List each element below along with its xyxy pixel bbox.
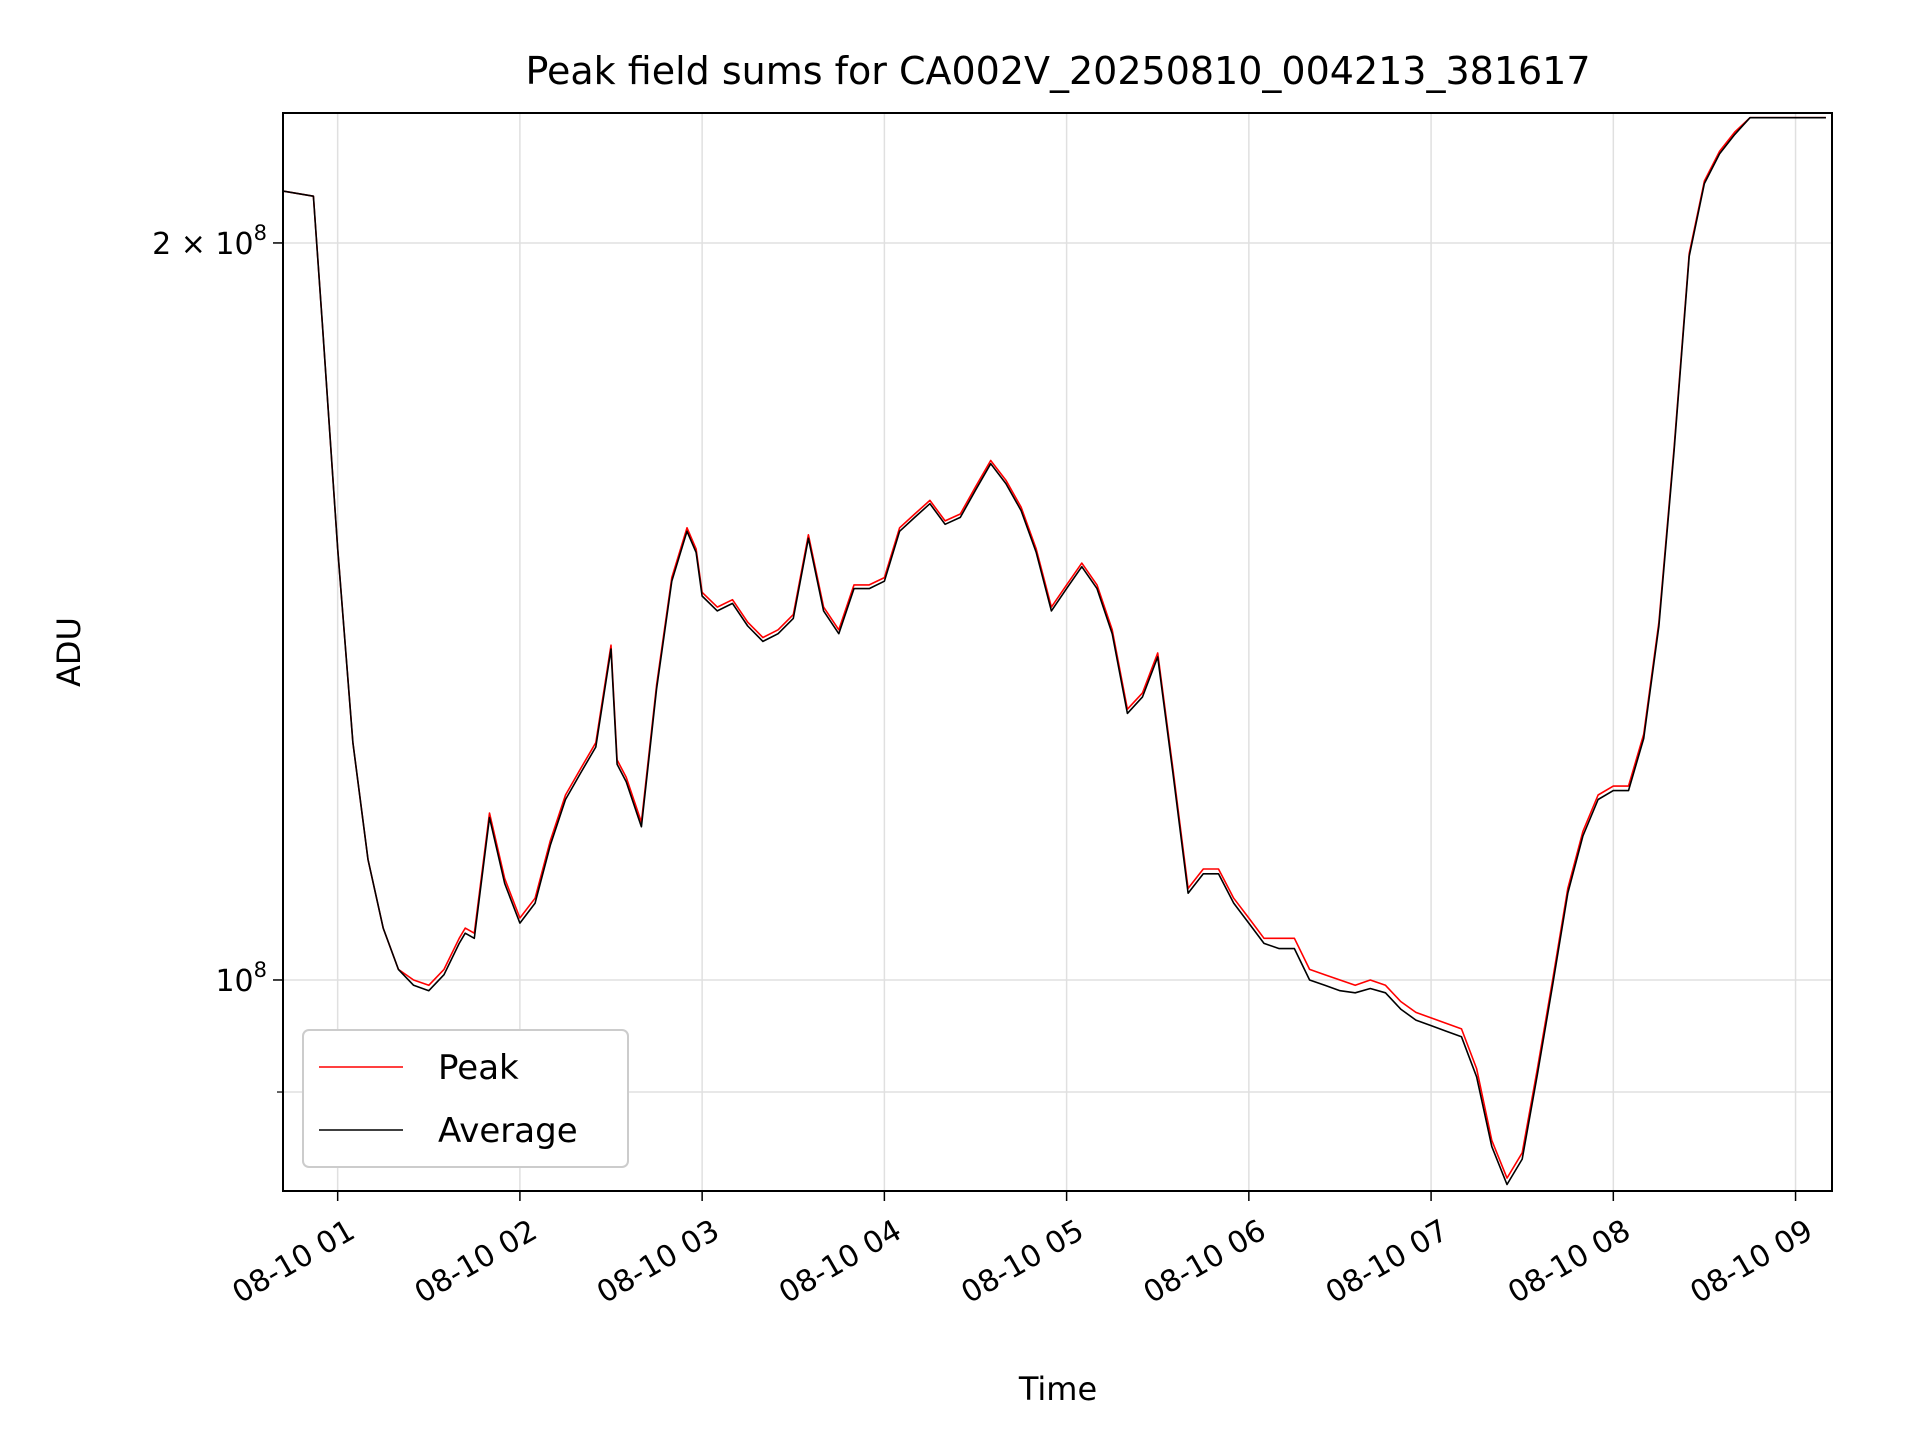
series-lines	[282, 116, 1826, 1186]
y-tick-label: 108	[215, 958, 267, 999]
legend: Peak Average	[302, 1029, 629, 1168]
y-axis-label: ADU	[50, 617, 88, 687]
legend-peak-label: Peak	[438, 1048, 519, 1088]
plot-frame	[282, 112, 1833, 1192]
y-tick-label: 2 × 108	[152, 221, 267, 262]
y-axis: 2 × 108 108	[152, 221, 283, 1093]
x-axis-label: Time	[1018, 1370, 1097, 1408]
series-line-average	[282, 116, 1826, 1186]
series-line-peak	[282, 116, 1826, 1179]
legend-box	[302, 1029, 629, 1168]
legend-average-label: Average	[438, 1111, 578, 1151]
chart-title: Peak field sums for CA002V_20250810_0042…	[525, 49, 1590, 93]
